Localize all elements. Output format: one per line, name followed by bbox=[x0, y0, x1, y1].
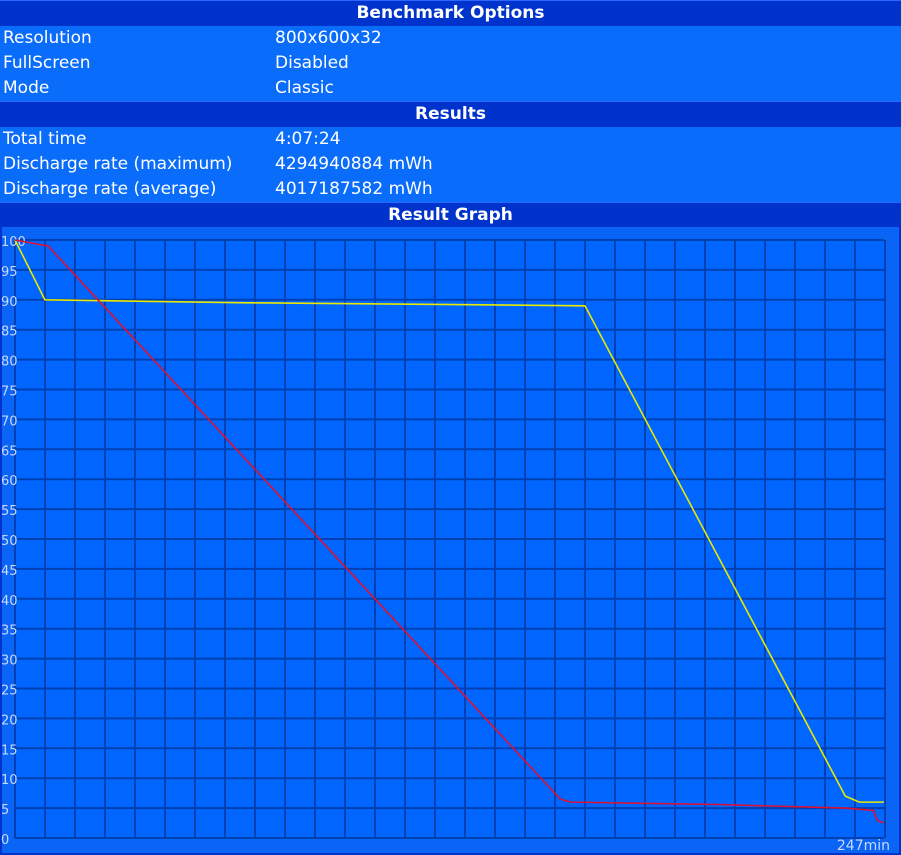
y-tick-label: 30 bbox=[1, 654, 18, 669]
y-tick-label: 45 bbox=[1, 564, 18, 579]
x-end-label: 247min bbox=[837, 838, 890, 854]
result-row: Discharge rate (maximum) 4294940884 mWh bbox=[0, 152, 901, 177]
y-tick-label: 90 bbox=[1, 295, 18, 310]
y-tick-label: 0 bbox=[1, 833, 9, 848]
option-label: Mode bbox=[3, 78, 50, 98]
series-line bbox=[14, 239, 884, 803]
y-tick-label: 10 bbox=[1, 773, 18, 788]
option-row: Resolution 800x600x32 bbox=[0, 26, 901, 51]
y-tick-label: 80 bbox=[1, 355, 18, 370]
series-line bbox=[14, 239, 885, 824]
y-tick-label: 5 bbox=[1, 803, 9, 818]
y-tick-label: 55 bbox=[1, 504, 18, 519]
y-tick-label: 60 bbox=[1, 474, 18, 489]
result-graph: 0 5 10 15 20 25 30 35 40 45 50 55 60 65 70 75 80 85 90 95 10… bbox=[0, 225, 901, 855]
options-header: Benchmark Options bbox=[0, 0, 901, 26]
y-tick-label: 95 bbox=[1, 265, 18, 280]
result-value: 4294940884 mWh bbox=[275, 154, 433, 174]
y-tick-label: 85 bbox=[1, 325, 18, 340]
y-tick-label: 40 bbox=[1, 594, 18, 609]
y-tick-label: 50 bbox=[1, 534, 18, 549]
results-header: Results bbox=[0, 101, 901, 127]
result-value: 4017187582 mWh bbox=[275, 179, 433, 199]
y-tick-label: 100 bbox=[1, 235, 26, 250]
result-label: Discharge rate (average) bbox=[3, 179, 217, 199]
y-tick-label: 70 bbox=[1, 414, 18, 429]
option-value: 800x600x32 bbox=[275, 28, 382, 48]
option-row: Mode Classic bbox=[0, 76, 901, 101]
y-tick-label: 20 bbox=[1, 713, 18, 728]
option-label: Resolution bbox=[3, 28, 92, 48]
result-row: Total time 4:07:24 bbox=[0, 127, 901, 152]
graph-header: Result Graph bbox=[0, 202, 901, 228]
result-label: Total time bbox=[3, 129, 87, 149]
y-tick-label: 75 bbox=[1, 385, 18, 400]
option-label: FullScreen bbox=[3, 53, 91, 73]
y-tick-label: 65 bbox=[1, 444, 18, 459]
option-value: Classic bbox=[275, 78, 334, 98]
option-row: FullScreen Disabled bbox=[0, 51, 901, 76]
option-value: Disabled bbox=[275, 53, 349, 73]
y-tick-label: 35 bbox=[1, 624, 18, 639]
y-tick-label: 15 bbox=[1, 743, 18, 758]
result-value: 4:07:24 bbox=[275, 129, 341, 149]
y-tick-label: 25 bbox=[1, 684, 18, 699]
result-label: Discharge rate (maximum) bbox=[3, 154, 233, 174]
result-row: Discharge rate (average) 4017187582 mWh bbox=[0, 177, 901, 202]
